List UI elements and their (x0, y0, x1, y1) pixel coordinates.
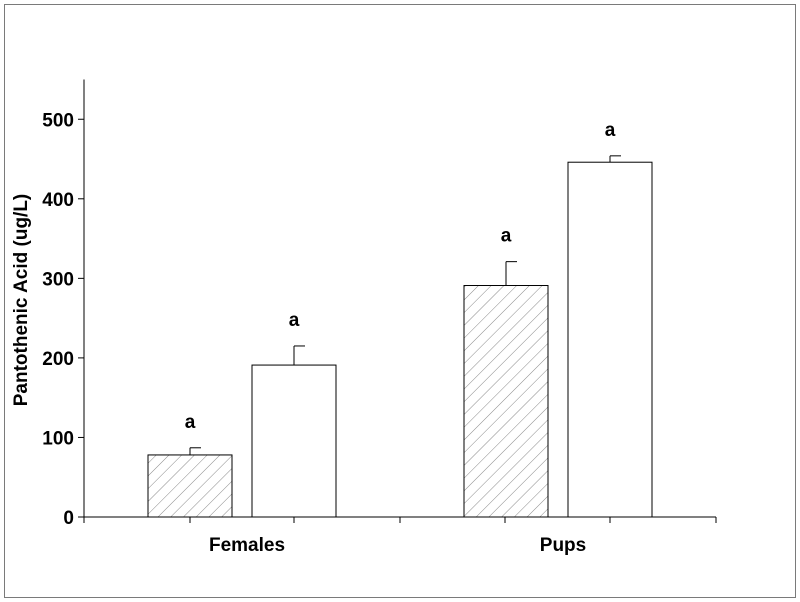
y-tick-label: 500 (42, 110, 74, 131)
y-tick-label: 300 (42, 269, 74, 290)
chart-frame (4, 4, 796, 598)
significance-label: a (501, 226, 512, 247)
bar (567, 161, 653, 518)
significance-label: a (605, 120, 616, 141)
x-category-label: Females (209, 535, 285, 556)
y-axis-title: Pantothenic Acid (ug/L) (11, 194, 32, 407)
bar (463, 285, 549, 518)
bar (251, 364, 337, 518)
significance-label: a (289, 310, 300, 331)
bar (147, 454, 233, 518)
bars (147, 155, 653, 518)
y-tick-label: 400 (42, 190, 74, 211)
x-category-label: Pups (540, 535, 586, 556)
y-tick-label: 200 (42, 349, 74, 370)
y-tick-label: 0 (63, 508, 74, 529)
y-tick-label: 100 (42, 428, 74, 449)
significance-label: a (185, 412, 196, 433)
labels: Pantothenic Acid (ug/L) 0 100 200 300 400 500… (11, 110, 616, 556)
